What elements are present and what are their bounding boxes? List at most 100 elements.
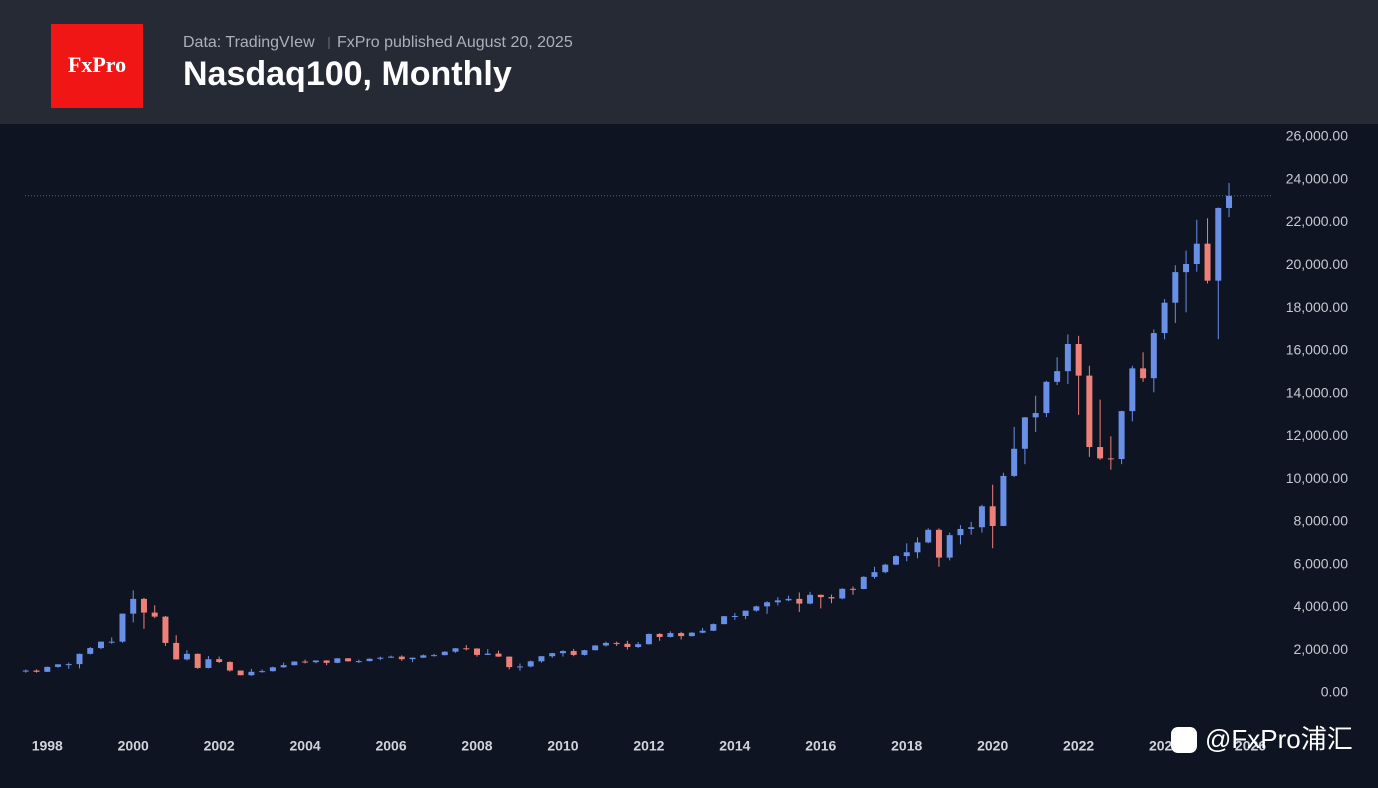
candle-body [592,645,599,651]
candle-body [549,653,556,657]
candle-body [323,660,330,663]
candle-body [130,598,137,614]
candle-body [624,643,631,647]
candle-body [441,651,448,656]
candle-body [33,670,40,672]
candle-body [334,658,341,663]
y-tick-label: 0.00 [1321,684,1348,700]
candle-body [1140,368,1147,379]
candle-body [656,633,663,637]
x-tick-label: 2006 [375,738,406,754]
candle-body [409,657,416,660]
y-tick-label: 20,000.00 [1286,256,1348,272]
candle-body [742,610,749,616]
candle-body [1043,381,1050,414]
candle-body [645,633,652,645]
logo: FxPro [68,52,126,77]
candle-body [463,648,470,650]
candle-body [688,632,695,637]
candle-body [474,648,480,655]
candle-body [216,659,223,662]
candle-body [1054,371,1061,382]
candle-body [1064,343,1071,372]
candle-body [269,667,276,672]
x-tick-label: 2018 [891,738,922,754]
x-tick-label: 2012 [633,738,664,754]
chart-title: Nasdaq100, Monthly [183,55,512,93]
y-tick-label: 6,000.00 [1294,555,1349,571]
candle-body [516,666,523,668]
x-tick-label: 2002 [204,738,235,754]
candle-body [452,648,459,652]
source: Data: TradingVIew [183,34,315,51]
x-tick-label: 2022 [1063,738,1094,754]
candle-body [1011,448,1018,476]
candle-body [699,630,706,633]
candle-body [248,671,255,676]
logo-box [51,24,143,108]
candle-body [420,655,427,658]
candle-body [678,633,685,637]
candle-body [97,641,104,649]
y-tick-label: 24,000.00 [1286,170,1348,186]
candle-body [710,624,717,631]
candle-body [635,644,642,647]
y-tick-label: 18,000.00 [1286,299,1348,315]
x-tick-label: 2026 [1235,738,1266,754]
y-tick-label: 26,000.00 [1286,128,1348,144]
candle-body [140,598,147,613]
candle-body [1161,302,1168,334]
candle-body [76,653,83,665]
y-tick-label: 8,000.00 [1294,513,1349,529]
candle-body [398,656,405,660]
candle-body [613,642,620,644]
published: FxPro published August 20, 2025 [337,34,573,51]
candle-body [839,588,846,599]
candle-body [22,670,29,672]
candle-body [506,656,513,668]
candle-body [291,661,298,666]
candle-body [860,576,867,590]
x-tick-label: 2016 [805,738,836,754]
y-tick-label: 22,000.00 [1286,213,1348,229]
x-tick-label: 2010 [547,738,578,754]
candle-body [903,552,910,557]
candle-body [667,633,674,637]
watermark-icon [1171,727,1197,753]
candle-body [570,651,577,655]
candle-body [55,664,62,667]
watermark: @FxPro浦汇 [1205,724,1353,754]
candle-body [44,666,51,672]
candle-body [194,653,201,668]
x-tick-label: 2008 [461,738,492,754]
candle-body [162,616,169,643]
candle-body [1215,207,1222,281]
candle-body [935,529,942,558]
candle-body [65,664,72,666]
candle-body [377,657,384,659]
candle-body [527,661,534,667]
candle-body [302,661,309,663]
candle-body [1107,458,1114,460]
candle-body [1150,333,1157,379]
y-tick-label: 10,000.00 [1286,470,1348,486]
x-tick-label: 2020 [977,738,1008,754]
candle-body [1000,475,1007,526]
candle-body [828,597,835,599]
candle-body [721,616,728,625]
x-tick-label: 2000 [118,738,149,754]
candle-body [1118,411,1125,460]
y-tick-label: 14,000.00 [1286,384,1348,400]
candle-body [312,660,319,663]
candle-body [345,658,352,662]
candle-body [1193,243,1200,264]
candle-body [892,556,899,565]
candle-body [280,665,287,668]
y-tick-label: 16,000.00 [1286,342,1348,358]
y-tick-label: 2,000.00 [1294,641,1349,657]
candle-body [119,613,126,642]
candle-body [108,641,115,643]
